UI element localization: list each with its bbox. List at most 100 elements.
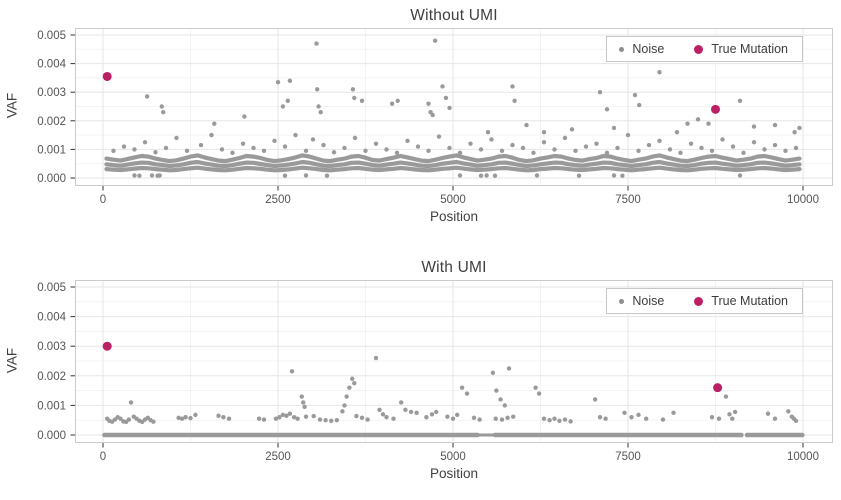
noise-point (674, 130, 680, 135)
noise-swatch-icon (619, 298, 625, 304)
x-tick-label: 7500 (615, 451, 641, 463)
noise-point (603, 416, 608, 421)
noise-point (359, 98, 365, 103)
noise-point (301, 400, 306, 405)
noise-point (240, 141, 246, 146)
noise-point (541, 140, 547, 145)
noise-point (334, 418, 339, 423)
noise-point (751, 124, 757, 129)
noise-point (611, 125, 617, 131)
noise-point (709, 148, 715, 154)
x-axis-label: Position (429, 209, 479, 224)
noise-point (490, 370, 496, 376)
true-mutation-point (102, 341, 112, 351)
noise-point (478, 173, 484, 178)
noise-point (142, 140, 148, 145)
noise-point (303, 148, 309, 154)
noise-point (384, 415, 389, 420)
x-tick-label: 10000 (787, 194, 819, 206)
noise-point (783, 148, 788, 154)
noise-point (552, 147, 557, 152)
noise-point (562, 417, 568, 422)
y-tick-label: 0.000 (37, 430, 66, 442)
noise-point (685, 121, 690, 126)
legend-true-mutation-label: True Mutation (711, 42, 788, 56)
noise-point (174, 135, 179, 141)
chart-with-umi: With UMI VAF 0.000 0.001 0.002 0.003 0.004 0.… (0, 256, 841, 483)
noise-point (405, 138, 410, 144)
noise-point (426, 101, 431, 106)
noise-point (340, 409, 345, 414)
true-mutation-point (711, 104, 720, 114)
x-tick-label: 2500 (265, 194, 291, 206)
y-tick-label: 0.001 (37, 144, 66, 156)
noise-point (282, 173, 288, 178)
noise-point (352, 95, 357, 101)
noise-point (699, 145, 704, 151)
x-tick-label: 10000 (787, 451, 819, 463)
noise-point (395, 98, 400, 103)
noise-point (399, 400, 404, 405)
noise-point (793, 145, 799, 151)
noise-point (667, 147, 673, 152)
noise-point (323, 418, 328, 423)
noise-point (273, 416, 279, 421)
noise-point (324, 173, 330, 178)
noise-point (389, 101, 395, 106)
noise-point (157, 173, 162, 178)
noise-point (772, 416, 778, 421)
y-tick-label: 0.005 (37, 282, 66, 294)
noise-point (455, 412, 460, 418)
noise-point (342, 145, 347, 151)
noise-point (678, 150, 683, 156)
noise-point (762, 147, 767, 152)
noise-point (445, 414, 450, 419)
noise-point (293, 132, 298, 138)
noise-point (457, 173, 463, 178)
noise-point (533, 385, 538, 390)
noise-point (128, 400, 134, 405)
noise-point (221, 415, 226, 420)
noise-point (443, 95, 449, 101)
noise-point (329, 418, 334, 423)
y-tick-label: 0.002 (37, 371, 66, 383)
noise-point (391, 416, 396, 421)
noise-point (512, 98, 517, 103)
y-tick-label: 0.003 (37, 87, 66, 99)
legend-item-noise: Noise (619, 293, 664, 309)
noise-band-row (104, 165, 802, 173)
noise-point (275, 79, 281, 85)
noise-point (212, 121, 217, 126)
noise-point (373, 355, 379, 361)
x-tick-label: 0 (100, 194, 106, 206)
noise-point (344, 394, 349, 399)
noise-point (536, 391, 542, 396)
noise-point (457, 150, 463, 156)
x-tick-label: 7500 (615, 194, 641, 206)
noise-point (716, 416, 722, 421)
x-tick-label: 2500 (265, 451, 291, 463)
noise-point (723, 394, 729, 399)
noise-point (408, 409, 414, 415)
noise-point (478, 147, 484, 152)
x-axis-label: Position (429, 466, 479, 481)
chart-without-umi: Without UMI VAF 0.000 0.001 0.002 0.003 0.00… (0, 4, 841, 226)
noise-point (493, 416, 498, 421)
noise-point (709, 415, 715, 420)
noise-point (188, 415, 193, 421)
noise-point (447, 145, 452, 151)
noise-point (277, 415, 282, 420)
noise-point (637, 102, 642, 108)
noise-point (251, 145, 256, 151)
true-mutation-point (713, 383, 723, 393)
noise-point (557, 418, 562, 423)
noise-point (644, 416, 649, 421)
noise-point (459, 385, 465, 390)
chart-title: Without UMI (410, 7, 498, 24)
noise-point (179, 416, 185, 421)
noise-point (562, 135, 568, 141)
noise-point (547, 418, 552, 423)
noise-point (126, 417, 132, 422)
noise-point (541, 416, 547, 421)
noise-point (216, 413, 221, 418)
